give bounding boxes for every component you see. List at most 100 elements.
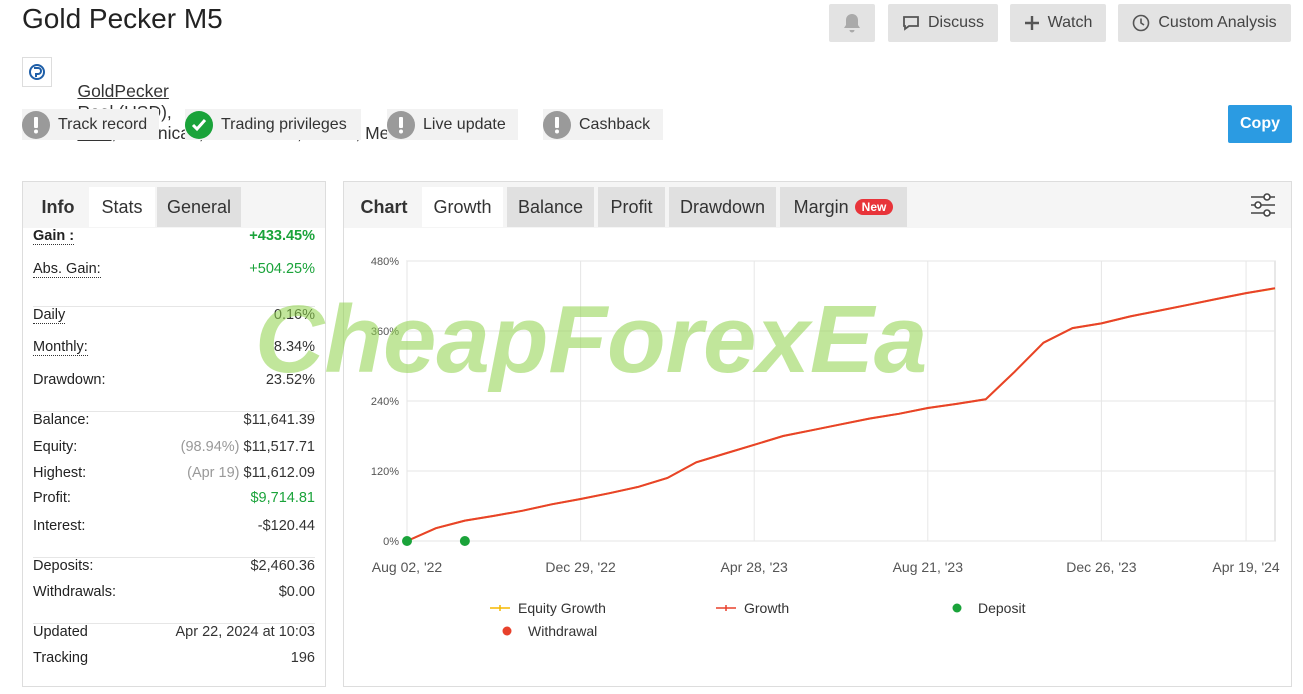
- stat-label: Drawdown:: [33, 372, 106, 388]
- badge-label: Track record: [58, 115, 148, 133]
- owner-logo: [22, 57, 52, 87]
- stat-number: $2,460.36: [250, 558, 315, 574]
- button-label: Custom Analysis: [1158, 14, 1277, 31]
- stats-tabbar: Info Stats General: [23, 182, 325, 228]
- tab-label: Drawdown: [679, 196, 766, 217]
- stat-number: Apr 22, 2024 at 10:03: [175, 624, 315, 640]
- bell-icon: [844, 14, 860, 33]
- logo-mark: [29, 64, 45, 80]
- stat-number: $11,517.71: [243, 439, 316, 455]
- stats-tab[interactable]: General: [157, 187, 241, 227]
- stat-label: Balance:: [33, 412, 90, 428]
- badge-label: Live update: [423, 115, 506, 133]
- series-line: [406, 287, 1276, 542]
- discuss-button[interactable]: Discuss: [888, 4, 998, 42]
- stat-label: Monthly:: [33, 339, 88, 356]
- warning-icon: [387, 110, 415, 139]
- stat-number: $11,641.39: [243, 412, 316, 428]
- stat-value: 8.34%: [274, 339, 315, 355]
- stat-number: 196: [290, 650, 315, 666]
- stats-tab[interactable]: Stats: [89, 187, 155, 227]
- stat-value: Apr 22, 2024 at 10:03: [176, 624, 315, 640]
- stat-number: -$120.44: [257, 518, 315, 534]
- status-badge: Cashback: [543, 109, 663, 140]
- stats-tab[interactable]: Info: [41, 196, 75, 217]
- chart-tab[interactable]: Chart: [348, 187, 420, 227]
- x-tick-label: Apr 28, '23: [721, 559, 788, 575]
- stats-panel: Info Stats General Gain : +433.45% Abs. Gain…: [22, 181, 326, 687]
- stat-label: Profit:: [33, 490, 71, 506]
- series-point: [402, 536, 412, 546]
- chart-tab[interactable]: Growth: [422, 187, 503, 227]
- button-label: Watch: [1047, 14, 1093, 31]
- stat-value: (Apr 19) $11,612.09: [187, 465, 315, 481]
- series-point: [459, 536, 470, 546]
- stat-value: (98.94%) $11,517.71: [181, 439, 315, 455]
- growth-chart: 0% 120% 240% 360% 480% Aug 02, '22 Dec 29, '22…: [371, 256, 1280, 639]
- x-tick-label: Dec 29, '22: [545, 559, 616, 575]
- chart-tab[interactable]: Profit: [598, 187, 665, 227]
- stat-value: 196: [291, 650, 315, 666]
- check-mark: [191, 118, 207, 131]
- chart-tab[interactable]: Drawdown: [669, 187, 776, 227]
- divider: [33, 623, 315, 624]
- x-tick-label: Aug 21, '23: [893, 559, 964, 575]
- divider: [33, 557, 315, 558]
- alert-button[interactable]: [829, 4, 875, 42]
- y-tick-label: 0%: [383, 536, 399, 548]
- stat-value: $11,641.39: [244, 412, 316, 428]
- owner-link[interactable]: GoldPecker: [77, 81, 169, 101]
- settings-icon[interactable]: [1249, 192, 1277, 218]
- stat-note: (98.94%): [180, 439, 240, 455]
- chat-icon: [903, 16, 919, 31]
- chart-tab[interactable]: Balance: [507, 187, 594, 227]
- status-badge: Trading privileges: [185, 109, 361, 140]
- exclamation-mark: [34, 116, 38, 133]
- badge-label: Trading privileges: [221, 115, 347, 133]
- custom-analysis-button[interactable]: Custom Analysis: [1118, 4, 1291, 42]
- copy-button[interactable]: Copy: [1228, 105, 1292, 143]
- status-badge: Track record: [22, 109, 159, 140]
- stat-label: Interest:: [33, 518, 86, 534]
- plus-icon: [1024, 16, 1039, 30]
- legend-symbol: [502, 626, 512, 636]
- warning-icon: [543, 110, 571, 139]
- stat-number: +433.45%: [249, 228, 315, 244]
- tab-label: Profit: [610, 196, 653, 217]
- legend-label: Deposit: [978, 600, 1026, 616]
- check-icon: [185, 110, 213, 139]
- stat-label: Highest:: [33, 465, 87, 481]
- chart-tab[interactable]: Margin New: [780, 187, 907, 227]
- x-tick-label: Aug 02, '22: [372, 559, 443, 575]
- y-tick-label: 360%: [371, 326, 399, 338]
- stat-number: 8.34%: [273, 339, 315, 355]
- tab-label: Growth: [433, 196, 492, 217]
- y-tick-label: 240%: [371, 396, 399, 408]
- exclamation-mark: [555, 116, 559, 133]
- stat-value: 23.52%: [266, 372, 315, 388]
- tab-label: Margin: [793, 196, 849, 217]
- watch-button[interactable]: Watch: [1010, 4, 1106, 42]
- exclamation-mark: [399, 116, 403, 133]
- page-title: Gold Pecker M5: [22, 3, 223, 34]
- stat-note: (Apr 19): [187, 465, 240, 481]
- clock-icon: [1133, 14, 1150, 32]
- divider: [33, 411, 315, 412]
- tab-label: Balance: [517, 196, 584, 217]
- stat-number: 23.52%: [265, 372, 315, 388]
- stat-number: $11,612.09: [243, 465, 316, 481]
- stat-label: Tracking: [33, 650, 89, 666]
- stat-label: Gain :: [33, 228, 75, 245]
- stat-value: +504.25%: [249, 261, 315, 277]
- x-tick-label: Dec 26, '23: [1066, 559, 1137, 575]
- status-badge: Live update: [387, 109, 518, 140]
- legend-label: Growth: [744, 600, 789, 616]
- stat-label: Updated: [33, 624, 88, 640]
- chart-tabbar: Chart Growth Balance Profit Drawdown Margin Ne…: [344, 182, 1291, 228]
- stat-label: Abs. Gain:: [33, 261, 101, 278]
- legend-label: Withdrawal: [528, 623, 597, 639]
- stat-label: Withdrawals:: [33, 584, 116, 600]
- x-tick-label: Apr 19, '24: [1212, 559, 1279, 575]
